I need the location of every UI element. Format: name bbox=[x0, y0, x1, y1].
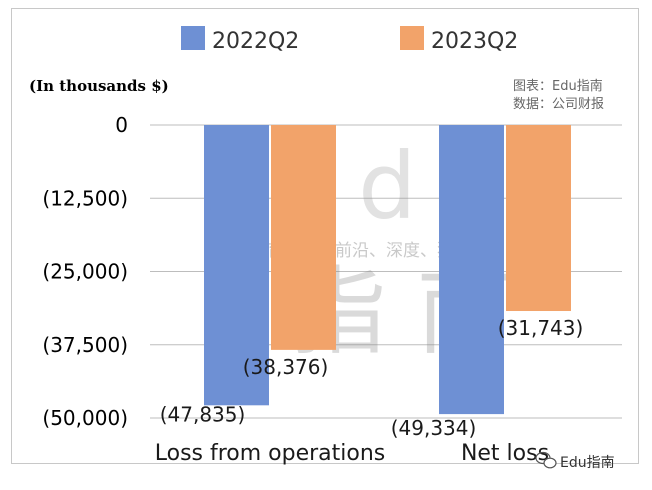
category-label: Net loss bbox=[461, 441, 549, 466]
legend-label-2022q2: 2022Q2 bbox=[212, 29, 299, 54]
units-label: (In thousands $) bbox=[29, 77, 169, 95]
source-line-data: 数据：公司财报 bbox=[513, 97, 604, 112]
bars bbox=[204, 125, 571, 415]
data-labels: (47,835) (38,376) (49,334) (31,743) bbox=[160, 316, 584, 440]
legend-swatch-2023q2 bbox=[400, 26, 424, 50]
y-tick-label: (25,000) bbox=[42, 260, 128, 284]
wechat-icon bbox=[535, 451, 557, 469]
category-label: Loss from operations bbox=[155, 441, 386, 466]
y-tick-label: 0 bbox=[115, 113, 128, 137]
legend-swatch-2022q2 bbox=[181, 26, 205, 50]
bar-2023q2-net-loss bbox=[506, 125, 571, 312]
source-line-chart: 图表：Edu指南 bbox=[513, 78, 603, 94]
y-tick-label: (12,500) bbox=[42, 186, 128, 210]
legend: 2022Q2 2023Q2 bbox=[181, 26, 518, 54]
y-tick-labels: 0 (12,500) (25,000) (37,500) (50,000) bbox=[42, 113, 128, 430]
y-tick-label: (37,500) bbox=[42, 333, 128, 357]
brand: Edu指南 bbox=[535, 451, 615, 471]
data-label: (38,376) bbox=[243, 355, 329, 379]
brand-name: Edu指南 bbox=[560, 455, 615, 471]
category-labels: Loss from operations Net loss bbox=[155, 441, 549, 466]
chart-frame bbox=[11, 8, 639, 464]
bar-2022q2-net-loss bbox=[439, 125, 504, 415]
data-label: (31,743) bbox=[498, 316, 584, 340]
y-tick-label: (50,000) bbox=[42, 406, 128, 430]
data-label: (49,334) bbox=[391, 416, 477, 440]
bar-2023q2-loss-from-operations bbox=[271, 125, 336, 350]
data-label: (47,835) bbox=[160, 402, 246, 426]
legend-label-2023q2: 2023Q2 bbox=[431, 29, 518, 54]
bar-2022q2-loss-from-operations bbox=[204, 125, 269, 406]
